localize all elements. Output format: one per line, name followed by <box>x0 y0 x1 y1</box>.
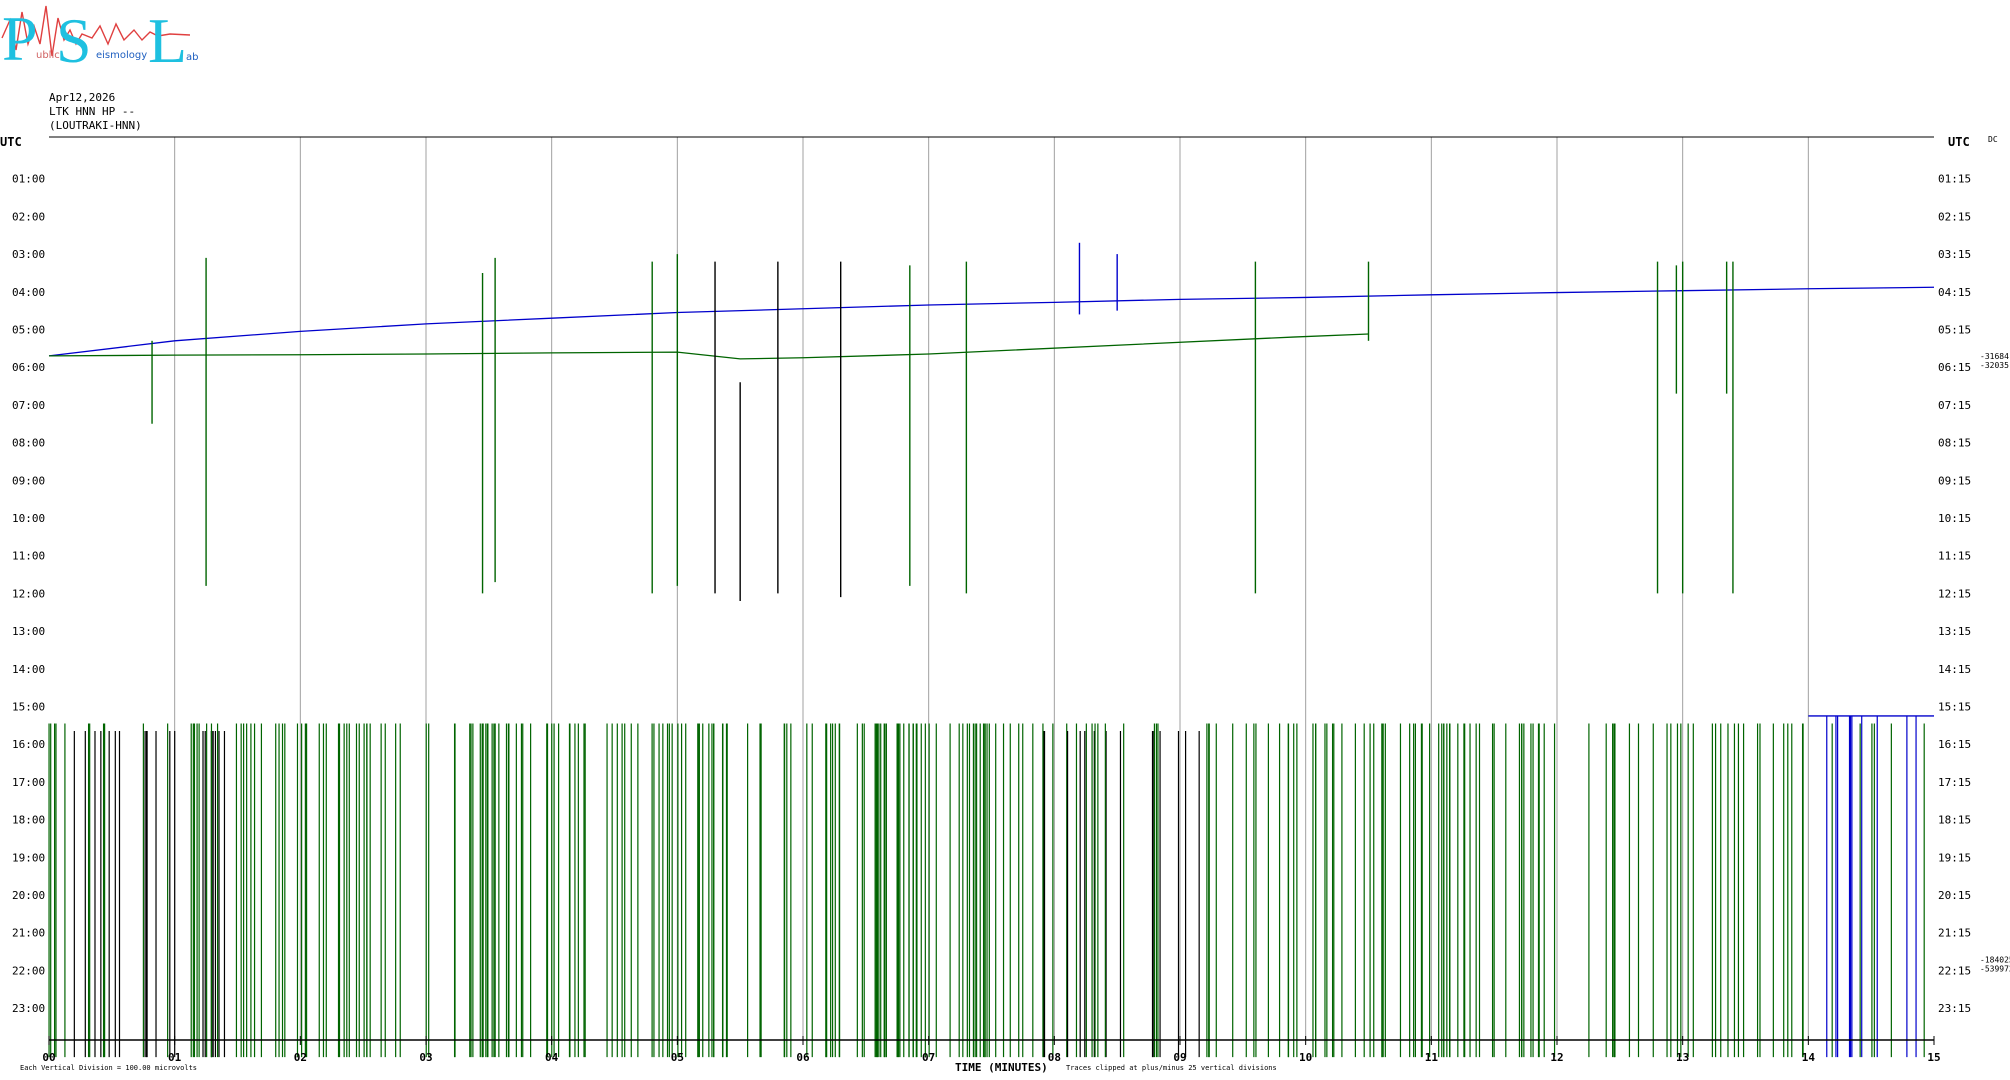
dc-label: DC <box>1988 135 1998 144</box>
x-tick-label: 02 <box>294 1051 307 1064</box>
left-hour-label: 18:00 <box>12 814 45 827</box>
right-hour-label: 07:15 <box>1938 399 1971 412</box>
right-hour-label: 23:15 <box>1938 1002 1971 1015</box>
left-hour-label: 19:00 <box>12 851 45 864</box>
x-tick-label: 06 <box>796 1051 810 1064</box>
right-hour-label: 02:15 <box>1938 210 1971 223</box>
logo-letter-p: P <box>2 3 38 74</box>
x-axis-ticks: 00 01 02 03 04 05 06 07 08 09 10 11 12 13 14 15 <box>42 1036 1941 1064</box>
right-hour-label: 12:15 <box>1938 587 1971 600</box>
logo-word-eismology: eismology <box>96 50 147 61</box>
header-location: (LOUTRAKI-HNN) <box>49 119 142 132</box>
x-tick-label: 10 <box>1299 1051 1312 1064</box>
left-hour-label: 21:00 <box>12 927 45 940</box>
right-hour-label: 10:15 <box>1938 512 1971 525</box>
dc-value: -31684 <box>1980 352 2009 361</box>
right-hour-label: 18:15 <box>1938 814 1971 827</box>
right-axis-label: UTC <box>1948 135 1970 149</box>
right-hour-label: 09:15 <box>1938 474 1971 487</box>
left-hour-label: 15:00 <box>12 701 45 714</box>
left-axis-ticks: 01:00 02:00 03:00 04:00 05:00 06:00 07:00 08:00… <box>12 173 45 1015</box>
logo-word-ab: ab <box>186 52 198 63</box>
left-hour-label: 09:00 <box>12 474 45 487</box>
left-hour-label: 01:00 <box>12 173 45 186</box>
right-hour-label: 21:15 <box>1938 927 1971 940</box>
right-hour-label: 01:15 <box>1938 173 1971 186</box>
logo-letter-s: S <box>56 5 92 76</box>
x-tick-label: 00 <box>42 1051 55 1064</box>
dc-value: -184025 <box>1980 955 2010 964</box>
trace-green <box>48 333 1369 360</box>
left-axis-label: UTC <box>0 135 22 149</box>
left-hour-label: 23:00 <box>12 1002 45 1015</box>
right-hour-label: 17:15 <box>1938 776 1971 789</box>
left-hour-label: 13:00 <box>12 625 45 638</box>
right-hour-label: 11:15 <box>1938 550 1971 563</box>
left-hour-label: 02:00 <box>12 210 45 223</box>
x-tick-label: 04 <box>545 1051 559 1064</box>
dc-value: -32035 <box>1980 361 2009 370</box>
x-tick-label: 07 <box>922 1051 935 1064</box>
header-station: LTK HNN HP -- <box>49 105 135 118</box>
footer-division-note: Each Vertical Division = 100.00 microvol… <box>20 1064 197 1072</box>
right-hour-label: 05:15 <box>1938 324 1971 337</box>
left-hour-label: 14:00 <box>12 663 45 676</box>
left-hour-label: 22:00 <box>12 964 45 977</box>
trace-blue <box>48 286 1935 357</box>
right-hour-label: 08:15 <box>1938 437 1971 450</box>
x-tick-label: 15 <box>1927 1051 1940 1064</box>
x-tick-label: 14 <box>1802 1051 1816 1064</box>
psl-logo: P S L ublic eismology ab <box>1 3 198 76</box>
left-hour-label: 20:00 <box>12 889 45 902</box>
right-hour-label: 04:15 <box>1938 286 1971 299</box>
left-hour-label: 05:00 <box>12 324 45 337</box>
right-hour-label: 06:15 <box>1938 361 1971 374</box>
left-hour-label: 16:00 <box>12 738 45 751</box>
logo-letter-l: L <box>148 5 187 76</box>
x-tick-label: 01 <box>168 1051 182 1064</box>
x-tick-label: 05 <box>671 1051 684 1064</box>
right-hour-label: 14:15 <box>1938 663 1971 676</box>
footer-clip-note: Traces clipped at plus/minus 25 vertical… <box>1066 1064 1277 1072</box>
right-axis-ticks: 01:15 02:15 03:15 04:15 05:15 06:15 07:15 08:15… <box>1938 173 1971 1015</box>
seismic-traces <box>48 242 1935 1058</box>
x-axis-title: TIME (MINUTES) <box>955 1061 1048 1074</box>
grid-lines <box>174 137 1809 1040</box>
right-hour-label: 15:15 <box>1938 701 1971 714</box>
x-tick-label: 09 <box>1173 1051 1186 1064</box>
left-hour-label: 11:00 <box>12 550 45 563</box>
x-tick-label: 13 <box>1676 1051 1689 1064</box>
left-hour-label: 08:00 <box>12 437 45 450</box>
left-hour-label: 07:00 <box>12 399 45 412</box>
left-hour-label: 06:00 <box>12 361 45 374</box>
right-hour-label: 13:15 <box>1938 625 1971 638</box>
right-hour-label: 03:15 <box>1938 248 1971 261</box>
logo-word-ublic: ublic <box>36 50 60 61</box>
right-hour-label: 22:15 <box>1938 964 1971 977</box>
logo-seismic-trace-icon <box>1 5 191 57</box>
x-tick-label: 03 <box>419 1051 432 1064</box>
left-hour-label: 03:00 <box>12 248 45 261</box>
x-tick-label: 11 <box>1425 1051 1439 1064</box>
x-tick-label: 08 <box>1048 1051 1061 1064</box>
right-hour-label: 20:15 <box>1938 889 1971 902</box>
x-tick-label: 12 <box>1550 1051 1563 1064</box>
left-hour-label: 04:00 <box>12 286 45 299</box>
dc-values: -31684-32035 -184025-539972 <box>1980 352 2010 973</box>
left-hour-label: 10:00 <box>12 512 45 525</box>
header-date: Apr12,2026 <box>49 91 115 104</box>
left-hour-label: 17:00 <box>12 776 45 789</box>
dc-value: -539972 <box>1980 964 2010 973</box>
right-hour-label: 19:15 <box>1938 851 1971 864</box>
left-hour-label: 12:00 <box>12 587 45 600</box>
right-hour-label: 16:15 <box>1938 738 1971 751</box>
